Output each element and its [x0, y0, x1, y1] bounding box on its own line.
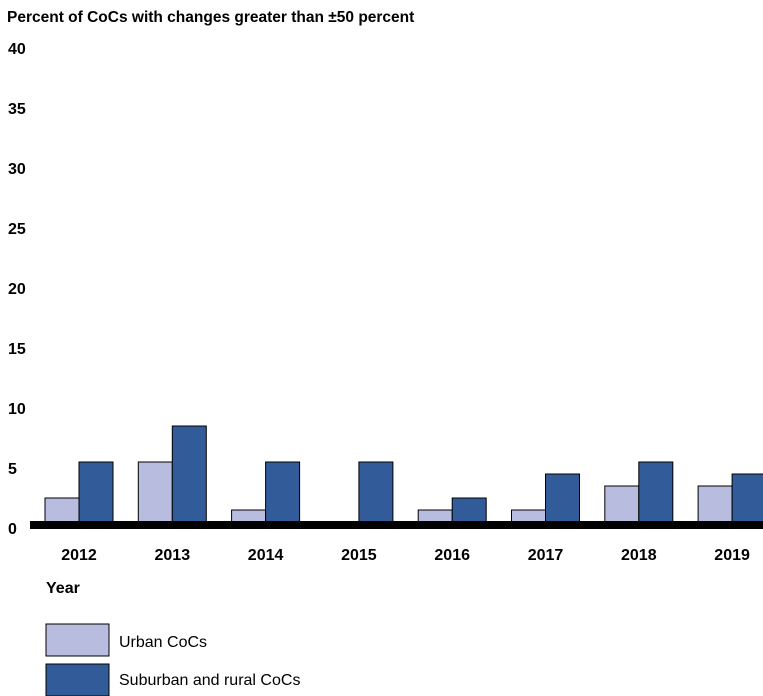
- bar-suburban-rural-2017: [545, 473, 580, 523]
- bar-suburban-rural-2019: [731, 473, 763, 523]
- bar-urban-2012: [44, 497, 80, 523]
- y-tick-label: 30: [8, 161, 26, 178]
- bar-urban-2013: [137, 461, 173, 523]
- x-tick-label: 2019: [714, 547, 750, 564]
- x-tick-label: 2016: [434, 547, 470, 564]
- y-axis-ticks: 0 5 10 15 20 25 30 35 40: [8, 41, 26, 538]
- y-tick-label: 15: [8, 341, 26, 358]
- x-tick-label: 2015: [341, 547, 377, 564]
- x-tick-label: 2014: [248, 547, 284, 564]
- y-tick-label: 35: [8, 101, 26, 118]
- x-tick-label: 2017: [528, 547, 564, 564]
- bar-urban-2016: [417, 509, 453, 523]
- x-tick-label: 2013: [155, 547, 191, 564]
- bar-suburban-rural-2013: [171, 425, 207, 523]
- x-tick-label: 2018: [621, 547, 657, 564]
- bar-urban-2014: [231, 509, 267, 523]
- legend-label-suburban-rural: Suburban and rural CoCs: [119, 672, 300, 689]
- bar-urban-2017: [511, 509, 546, 523]
- bar-suburban-rural-2018: [638, 461, 674, 523]
- bar-suburban-rural-2014: [265, 461, 301, 523]
- y-tick-label: 5: [8, 461, 17, 478]
- x-tick-label: 2012: [61, 547, 97, 564]
- bar-suburban-rural-2015: [358, 461, 394, 523]
- bar-suburban-rural-2016: [451, 497, 487, 523]
- y-tick-label: 10: [8, 401, 26, 418]
- y-tick-label: 40: [8, 41, 26, 58]
- bars: [44, 425, 763, 523]
- chart-title: Percent of CoCs with changes greater tha…: [7, 9, 414, 26]
- x-axis-label: Year: [46, 580, 80, 597]
- bar-suburban-rural-2012: [78, 461, 114, 523]
- legend: Urban CoCs Suburban and rural CoCs: [45, 623, 300, 696]
- legend-swatch-urban: [45, 623, 110, 657]
- y-tick-label: 0: [8, 521, 17, 538]
- y-tick-label: 25: [8, 221, 26, 238]
- x-axis-ticks: 2012 2013 2014 2015 2016 2017 2018 2019: [61, 547, 750, 564]
- legend-label-urban: Urban CoCs: [119, 634, 207, 651]
- bar-urban-2019: [697, 485, 733, 523]
- x-axis-baseline: [30, 521, 763, 529]
- y-tick-label: 20: [8, 281, 26, 298]
- bar-urban-2018: [604, 485, 640, 523]
- legend-swatch-suburban-rural: [45, 663, 110, 696]
